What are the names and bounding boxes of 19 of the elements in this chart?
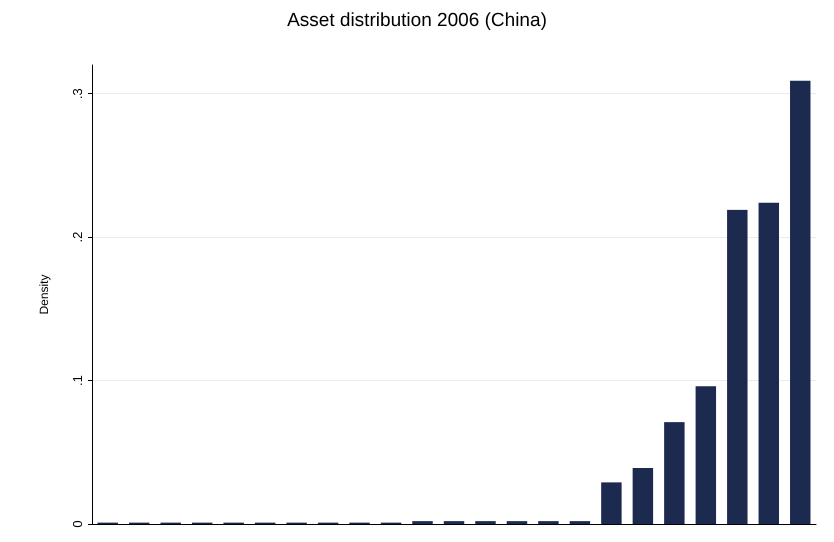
bar [696, 386, 716, 524]
bar [632, 468, 654, 524]
bar [727, 210, 748, 524]
bar [758, 202, 780, 524]
y-tick-label: .2 [70, 232, 85, 243]
y-tick-label: .1 [70, 375, 85, 386]
chart-title: Asset distribution 2006 (China) [287, 10, 547, 31]
bar [506, 521, 528, 524]
bar [538, 521, 559, 524]
y-axis-title: Density [37, 274, 51, 315]
y-tick-label: 0 [70, 520, 85, 528]
bar [790, 80, 810, 524]
bar [412, 521, 433, 524]
bar [570, 521, 590, 524]
bar [664, 422, 685, 524]
bar [601, 482, 622, 524]
y-tick-label: .3 [70, 88, 85, 100]
bar [444, 521, 464, 524]
bar [475, 521, 496, 524]
